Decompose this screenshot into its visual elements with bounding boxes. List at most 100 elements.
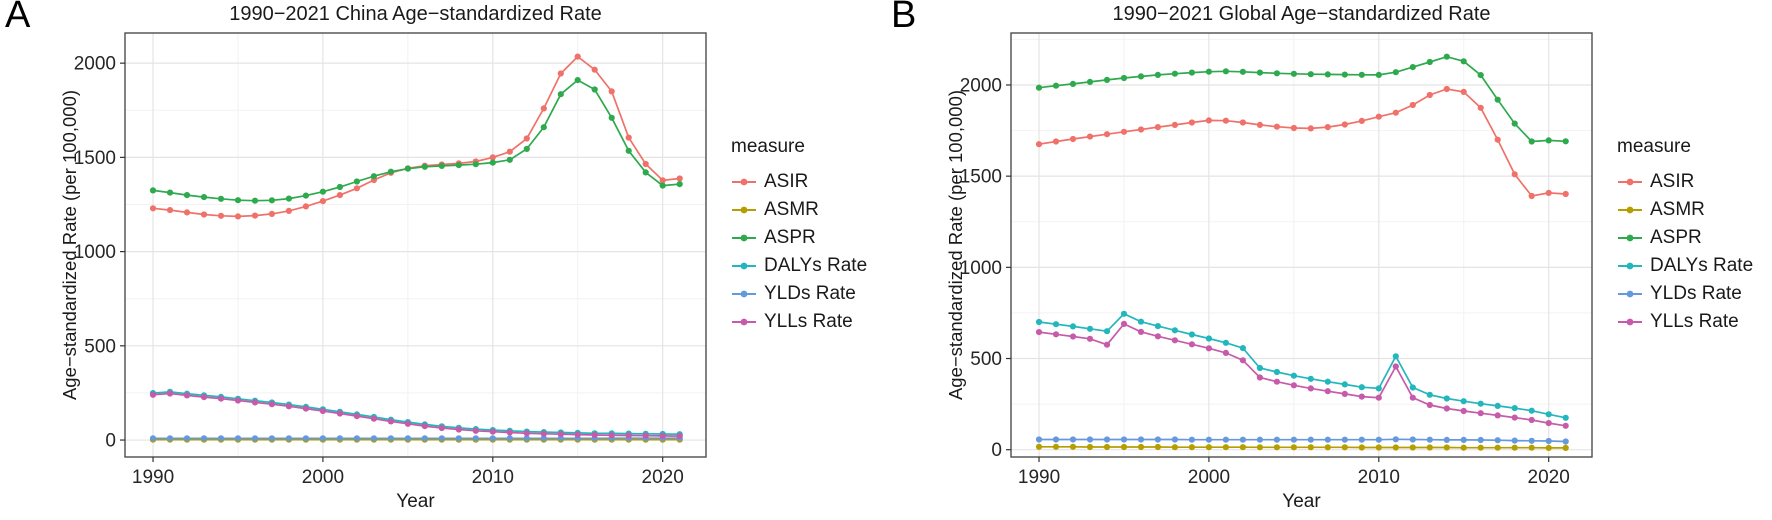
data-point-ylls-rate: [574, 431, 581, 438]
data-point-asir: [1035, 141, 1043, 148]
data-point-aspr: [1528, 138, 1535, 145]
x-tick-label: 2000: [1188, 467, 1230, 488]
data-point-asir: [1460, 88, 1467, 95]
data-point-ylds-rate: [1409, 436, 1416, 443]
legend-item-label-dalys-rate: DALYs Rate: [1650, 255, 1754, 276]
data-point-asmr: [1069, 443, 1077, 450]
data-point-ylds-rate: [319, 435, 326, 442]
data-point-ylds-rate: [506, 435, 513, 442]
data-point-aspr: [472, 161, 479, 168]
data-point-asir: [608, 88, 615, 95]
data-point-asir: [557, 70, 564, 77]
data-point-aspr: [676, 181, 683, 188]
data-point-ylls-rate: [455, 426, 462, 433]
data-point-ylls-rate: [183, 392, 191, 399]
plot-area-china: 1990 2000 2010 2020 0 500 1000 1500 2000: [74, 32, 707, 488]
data-point-asir: [642, 160, 649, 168]
data-point-ylls-rate: [268, 401, 275, 408]
data-point-dalys-rate: [1273, 368, 1280, 376]
data-point-ylls-rate: [676, 433, 683, 440]
data-point-asir: [1562, 190, 1569, 198]
data-point-asir: [217, 212, 225, 219]
data-point-asir: [1528, 192, 1535, 200]
data-point-ylds-rate: [455, 435, 462, 442]
legend-item-asir: ASIR: [731, 168, 867, 196]
legend-key-point: [740, 178, 748, 186]
data-point-ylls-rate: [1171, 337, 1178, 344]
data-point-aspr: [1103, 76, 1111, 83]
data-point-asmr: [1222, 444, 1229, 451]
legend-key-point: [1626, 178, 1634, 186]
x-tick-label: 1990: [1018, 467, 1060, 488]
y-tick-label: 2000: [960, 75, 1002, 96]
data-point-asir: [1103, 131, 1111, 138]
legend-key-point: [1626, 206, 1634, 214]
data-point-dalys-rate: [1341, 381, 1348, 388]
x-axis-label-global: Year: [1282, 491, 1321, 512]
data-point-ylds-rate: [421, 435, 428, 442]
panel-global: B 1990−2021 Global Age−standardized Rate…: [886, 0, 1772, 520]
legend-item-dalys-rate: DALYs Rate: [731, 252, 867, 280]
data-point-aspr: [353, 178, 360, 185]
x-axis-label-china: Year: [396, 491, 435, 512]
data-point-asmr: [1307, 444, 1314, 451]
data-point-aspr: [1307, 71, 1314, 78]
data-point-ylds-rate: [285, 435, 292, 442]
y-tick-label: 500: [970, 349, 1002, 370]
data-point-dalys-rate: [1545, 411, 1552, 418]
data-point-ylds-rate: [1222, 436, 1229, 443]
data-point-dalys-rate: [1052, 321, 1060, 328]
data-point-aspr: [1171, 70, 1178, 77]
data-point-asir: [1171, 121, 1178, 128]
data-point-aspr: [523, 145, 530, 152]
legend-key-icon-ylds-rate: [1618, 290, 1642, 298]
data-point-asmr: [1154, 443, 1161, 451]
data-point-ylls-rate: [251, 399, 259, 406]
legend-title: measure: [1617, 136, 1691, 157]
data-point-ylls-rate: [1392, 363, 1399, 370]
data-point-aspr: [1443, 53, 1450, 60]
legend-items: ASIR ASMR ASPR DALYs Rate YLDs Rate YLLs Rate: [1617, 168, 1753, 336]
data-point-asir: [268, 210, 275, 217]
data-point-aspr: [1052, 82, 1060, 89]
data-point-asmr: [1545, 444, 1552, 451]
data-point-ylls-rate: [1562, 422, 1569, 429]
data-point-ylls-rate: [1052, 331, 1060, 338]
data-point-dalys-rate: [1035, 318, 1043, 326]
data-point-dalys-rate: [1239, 345, 1246, 352]
data-point-ylls-rate: [523, 430, 530, 437]
data-point-asir: [574, 53, 581, 60]
data-point-asmr: [1477, 444, 1484, 451]
data-point-ylls-rate: [1324, 388, 1331, 395]
data-point-aspr: [1256, 69, 1263, 76]
data-point-aspr: [1188, 69, 1195, 76]
legend-key-icon-dalys-rate: [732, 262, 756, 270]
legend-item-asmr: ASMR: [731, 196, 867, 224]
data-point-ylls-rate: [472, 427, 479, 434]
data-point-asir: [1052, 138, 1060, 145]
data-point-asir: [1120, 128, 1128, 135]
data-point-ylls-rate: [370, 415, 377, 422]
data-point-ylls-rate: [200, 394, 208, 401]
data-point-asir: [1154, 124, 1161, 131]
data-point-asmr: [1460, 444, 1467, 451]
data-point-dalys-rate: [1290, 372, 1297, 379]
data-point-asir: [540, 105, 547, 112]
data-point-asir: [1086, 133, 1094, 140]
panel-china: A 1990−2021 China Age−standardized Rate …: [5, 0, 867, 512]
data-point-asir: [319, 198, 326, 205]
data-point-ylds-rate: [1273, 436, 1280, 443]
data-point-asir: [251, 212, 259, 219]
data-point-ylls-rate: [625, 432, 632, 439]
data-point-aspr: [217, 195, 225, 202]
data-point-ylls-rate: [659, 432, 666, 439]
data-point-ylls-rate: [1239, 357, 1246, 364]
data-point-ylls-rate: [1103, 341, 1111, 348]
legend-item-label-aspr: ASPR: [764, 227, 816, 248]
chart-title-global: 1990−2021 Global Age−standardized Rate: [1112, 3, 1491, 25]
data-point-aspr: [183, 192, 191, 199]
data-point-aspr: [591, 86, 598, 93]
series-line-asmr: [1039, 445, 1566, 449]
data-point-asmr: [1103, 443, 1111, 451]
data-point-ylls-rate: [1222, 349, 1229, 356]
